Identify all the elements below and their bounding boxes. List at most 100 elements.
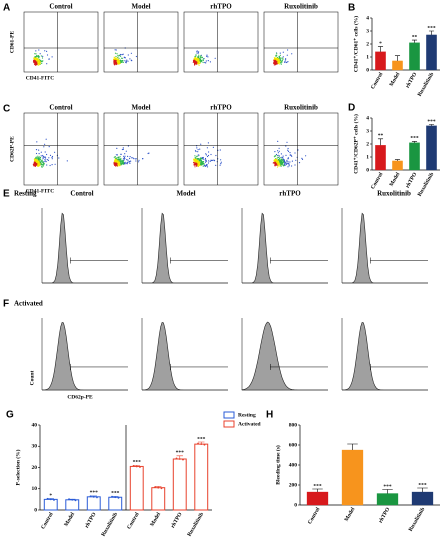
point	[200, 443, 203, 446]
event-dot	[36, 58, 38, 60]
event-dot	[284, 60, 286, 63]
event-dot	[120, 163, 122, 165]
event-dot	[44, 158, 46, 161]
event-dot	[120, 60, 122, 62]
event-dot	[34, 61, 36, 63]
event-dot	[197, 63, 199, 65]
event-dot	[197, 165, 199, 168]
event-dot	[54, 163, 56, 165]
event-dot	[194, 55, 196, 58]
legend-label: Resting	[238, 412, 256, 418]
event-dot	[285, 163, 287, 166]
event-dot	[278, 161, 280, 163]
significance: ***	[427, 25, 436, 31]
event-dot	[217, 149, 219, 151]
event-dot	[199, 158, 201, 160]
bar	[409, 42, 420, 71]
event-dot	[38, 62, 40, 64]
y-tick-label: 20	[32, 465, 38, 471]
event-dot	[130, 160, 132, 162]
event-dot	[195, 159, 197, 161]
event-dot	[196, 61, 198, 63]
event-dot	[291, 160, 293, 162]
event-dot	[294, 164, 296, 166]
event-dot	[39, 53, 41, 55]
histogram	[42, 212, 128, 284]
event-dot	[44, 50, 46, 52]
event-dot	[48, 58, 50, 60]
event-dot	[301, 158, 304, 160]
legend-swatch	[223, 411, 235, 419]
event-dot	[278, 155, 280, 157]
event-dot	[194, 159, 196, 161]
y-tick-label: 3	[366, 28, 369, 34]
event-dot	[114, 159, 116, 161]
event-dot	[201, 162, 203, 164]
significance: ***	[90, 490, 99, 496]
point	[117, 496, 120, 499]
plot-title: Ruxolitinib	[284, 104, 318, 112]
event-dot	[280, 162, 282, 164]
event-dot	[215, 154, 217, 157]
event-dot	[276, 166, 279, 168]
y-tick-label: 40	[32, 422, 38, 428]
event-dot	[201, 163, 203, 165]
event-dot	[35, 149, 38, 151]
bar	[43, 498, 58, 511]
error-bar	[377, 138, 384, 146]
plot-title: Ruxolitinib	[377, 190, 411, 198]
event-dot	[54, 151, 56, 153]
event-dot	[199, 59, 202, 62]
event-dot	[289, 161, 291, 163]
point	[203, 443, 206, 446]
error-bar	[417, 487, 428, 492]
event-dot	[46, 164, 48, 166]
event-dot	[219, 149, 221, 151]
event-dot	[115, 158, 117, 160]
event-dot	[276, 57, 279, 60]
event-dot	[281, 162, 283, 164]
y-tick-label: 1	[366, 154, 369, 160]
event-dot	[203, 165, 205, 167]
event-dot	[127, 145, 129, 147]
event-dot	[138, 161, 140, 163]
row-state: Activated	[14, 300, 43, 308]
event-dot	[117, 54, 119, 57]
event-dot	[205, 62, 207, 64]
event-dot	[38, 153, 40, 155]
event-dot	[38, 157, 40, 159]
event-dot	[134, 158, 136, 160]
event-dot	[205, 60, 207, 62]
point	[114, 496, 117, 499]
x-tick-label: Ruxolitinib	[408, 507, 426, 533]
event-dot	[275, 55, 277, 57]
event-dot	[277, 60, 279, 62]
event-dot	[116, 57, 118, 59]
event-dot	[117, 159, 119, 161]
event-dot	[195, 150, 197, 153]
event-dot	[122, 162, 124, 164]
event-dot	[38, 60, 40, 63]
event-dot	[117, 56, 119, 58]
point	[49, 498, 52, 501]
event-dot	[45, 161, 47, 163]
event-dot	[36, 55, 38, 57]
plot-title: Ruxolitinib	[284, 3, 318, 11]
event-dot	[206, 164, 208, 166]
event-dot	[277, 156, 280, 158]
event-dot	[46, 63, 48, 65]
event-dot	[276, 63, 278, 65]
event-dot	[273, 156, 275, 158]
y-axis-label: CD41⁺/CD62P⁺ cells (%)	[352, 114, 359, 174]
event-dot	[40, 155, 42, 157]
event-dot	[39, 161, 42, 163]
event-dot	[197, 158, 199, 160]
event-dot	[114, 52, 117, 54]
event-dot	[278, 62, 280, 64]
histogram	[241, 321, 328, 391]
event-dot	[118, 158, 120, 161]
event-dot	[285, 58, 287, 60]
event-dot	[281, 61, 283, 63]
x-tick-label: Control	[370, 71, 385, 90]
event-dot	[126, 59, 128, 61]
